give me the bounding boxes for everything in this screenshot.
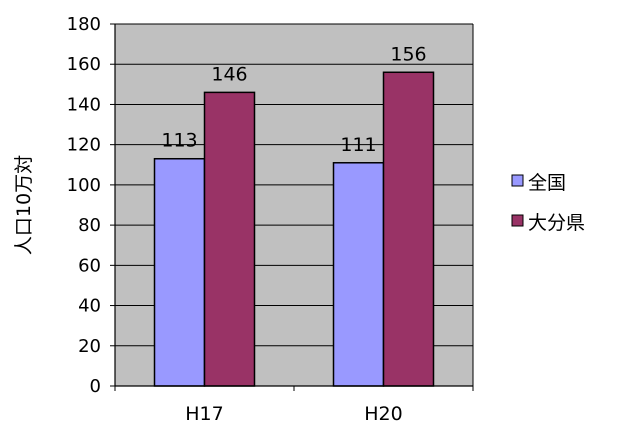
y-tick-label: 0 [90, 376, 101, 397]
y-tick-label: 40 [78, 296, 101, 317]
axes [110, 23, 474, 391]
data-labels: 113 146 111 156 [161, 43, 426, 156]
legend-label: 全国 [528, 172, 566, 194]
bar-大分県-H17 [203, 91, 256, 387]
x-tick-label: H20 [364, 403, 402, 425]
legend-swatch [511, 174, 524, 187]
y-tick-label: 120 [67, 135, 101, 156]
bar-全国-H20 [332, 162, 385, 387]
y-tick-labels: 0 20 40 60 80 100 120 140 160 180 [67, 14, 101, 397]
x-tick-labels: H17 H20 [185, 403, 402, 425]
y-tick-label: 80 [78, 215, 101, 236]
y-tick-label: 160 [67, 54, 101, 75]
bar-大分県-H20 [382, 71, 435, 387]
y-tick-label: 180 [67, 14, 101, 35]
y-tick-label: 140 [67, 94, 101, 115]
y-tick-label: 20 [78, 336, 101, 357]
y-tick-label: 100 [67, 175, 101, 196]
x-tick-label: H17 [185, 403, 223, 425]
legend-swatch [511, 214, 524, 227]
bars [153, 71, 435, 387]
y-tick-label: 60 [78, 255, 101, 276]
data-label: 111 [340, 134, 376, 156]
y-axis-label: 人口10万対 [13, 155, 35, 255]
legend-label: 大分県 [528, 212, 585, 234]
data-label: 146 [211, 63, 247, 85]
bar-全国-H17 [153, 157, 206, 387]
data-label: 156 [390, 43, 426, 65]
data-label: 113 [161, 130, 197, 152]
